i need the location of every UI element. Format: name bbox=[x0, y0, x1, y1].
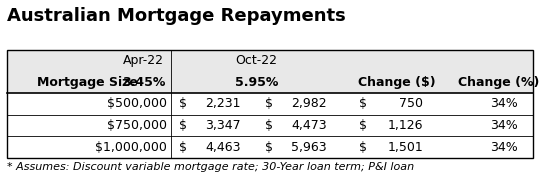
Text: $: $ bbox=[359, 141, 367, 154]
Text: Apr-22: Apr-22 bbox=[124, 54, 164, 67]
Text: $: $ bbox=[265, 141, 273, 154]
Text: 4,473: 4,473 bbox=[291, 119, 327, 132]
Text: $750,000: $750,000 bbox=[107, 119, 167, 132]
Text: Oct-22: Oct-22 bbox=[236, 54, 278, 67]
Text: 2,982: 2,982 bbox=[291, 97, 327, 110]
Text: Mortgage Size: Mortgage Size bbox=[37, 76, 138, 89]
Text: $: $ bbox=[179, 141, 187, 154]
Text: $: $ bbox=[359, 119, 367, 132]
Text: $: $ bbox=[359, 97, 367, 110]
Text: Change ($): Change ($) bbox=[357, 76, 435, 89]
Text: $1,000,000: $1,000,000 bbox=[95, 141, 167, 154]
Text: 750: 750 bbox=[399, 97, 423, 110]
Text: 5.95%: 5.95% bbox=[235, 76, 278, 89]
Text: 3.45%: 3.45% bbox=[122, 76, 165, 89]
Text: $: $ bbox=[265, 119, 273, 132]
Text: 3,347: 3,347 bbox=[205, 119, 240, 132]
Text: Change (%): Change (%) bbox=[458, 76, 539, 89]
Text: 2,231: 2,231 bbox=[205, 97, 240, 110]
Text: 1,501: 1,501 bbox=[388, 141, 423, 154]
Text: 34%: 34% bbox=[490, 119, 517, 132]
Text: 5,963: 5,963 bbox=[291, 141, 327, 154]
Text: $: $ bbox=[179, 97, 187, 110]
Text: Australian Mortgage Repayments: Australian Mortgage Repayments bbox=[7, 7, 345, 25]
Bar bbox=[7, 50, 534, 93]
Text: 1,126: 1,126 bbox=[388, 119, 423, 132]
Text: 34%: 34% bbox=[490, 97, 517, 110]
Text: * Assumes: Discount variable mortgage rate; 30-Year loan term; P&I loan: * Assumes: Discount variable mortgage ra… bbox=[7, 163, 414, 172]
Text: 4,463: 4,463 bbox=[205, 141, 240, 154]
Text: $: $ bbox=[179, 119, 187, 132]
Bar bbox=[7, 50, 534, 158]
Text: $: $ bbox=[265, 97, 273, 110]
Text: 34%: 34% bbox=[490, 141, 517, 154]
Text: $500,000: $500,000 bbox=[107, 97, 167, 110]
